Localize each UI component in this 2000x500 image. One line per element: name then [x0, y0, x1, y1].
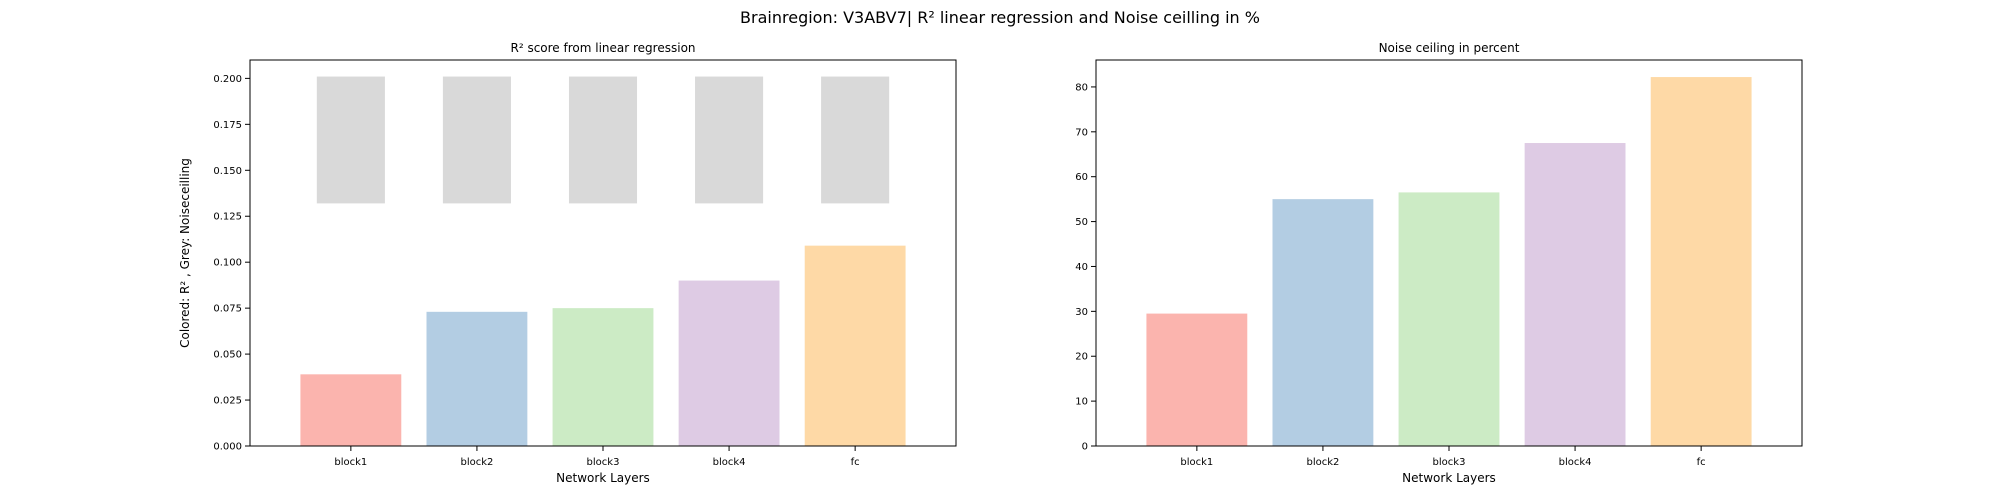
y-tick-label: 0.025: [213, 396, 242, 407]
noise-ceiling-block: [568, 76, 638, 204]
x-tick-label: block4: [713, 457, 746, 468]
bar: [552, 308, 654, 446]
y-tick-label: 60: [1075, 172, 1088, 183]
x-tick-label: fc: [1697, 457, 1706, 468]
bar: [804, 245, 906, 446]
bar: [678, 280, 780, 446]
y-tick-label: 30: [1075, 307, 1088, 318]
y-tick-label: 0.125: [213, 212, 242, 223]
y-tick-label: 0: [1082, 442, 1088, 453]
y-tick-label: 20: [1075, 352, 1088, 363]
y-tick-label: 0.000: [213, 442, 242, 453]
figure-title: Brainregion: V3ABV7| R² linear regressio…: [740, 8, 1260, 27]
x-tick-label: fc: [851, 457, 860, 468]
bar: [1398, 192, 1500, 446]
bar: [1146, 313, 1248, 446]
x-tick-label: block2: [1306, 457, 1339, 468]
y-tick-label: 70: [1075, 127, 1088, 138]
x-axis-label: Network Layers: [1402, 471, 1496, 485]
bar: [1524, 143, 1626, 446]
x-axis-label: Network Layers: [556, 471, 650, 485]
y-tick-label: 50: [1075, 217, 1088, 228]
bar: [1272, 199, 1374, 446]
y-tick-label: 0.200: [213, 74, 242, 85]
noise-ceiling-block: [442, 76, 511, 204]
bar: [300, 374, 402, 446]
y-tick-label: 0.075: [213, 304, 242, 315]
x-tick-label: block1: [334, 457, 367, 468]
noise-ceiling-block: [316, 76, 385, 204]
y-tick-label: 80: [1075, 82, 1088, 93]
y-tick-label: 0.175: [213, 120, 242, 131]
y-tick-label: 0.150: [213, 166, 242, 177]
y-tick-label: 0.100: [213, 258, 242, 269]
noise-ceiling-block: [695, 76, 764, 204]
r2-chart: 0.000 0.025 0.050 0.075 0.100 0.125 0.150 0.175…: [178, 41, 957, 485]
x-tick-label: block3: [587, 457, 620, 468]
noise-ceiling-chart: 0 10 20 30 40 50 60 70 80 block1 block2 block3 block…: [1075, 41, 1803, 485]
bar: [1650, 77, 1752, 446]
bar: [426, 311, 528, 446]
x-tick-label: block4: [1559, 457, 1592, 468]
y-tick-label: 40: [1075, 262, 1088, 273]
x-tick-label: block2: [460, 457, 493, 468]
x-tick-label: block3: [1433, 457, 1466, 468]
x-tick-label: block1: [1180, 457, 1213, 468]
chart-title: Noise ceiling in percent: [1379, 41, 1520, 55]
y-tick-label: 0.050: [213, 350, 242, 361]
noise-ceiling-block: [821, 76, 890, 204]
y-tick-label: 10: [1075, 397, 1088, 408]
chart-title: R² score from linear regression: [510, 41, 695, 55]
y-axis-label: Colored: R² , Grey: Noiseceilling: [178, 158, 192, 348]
